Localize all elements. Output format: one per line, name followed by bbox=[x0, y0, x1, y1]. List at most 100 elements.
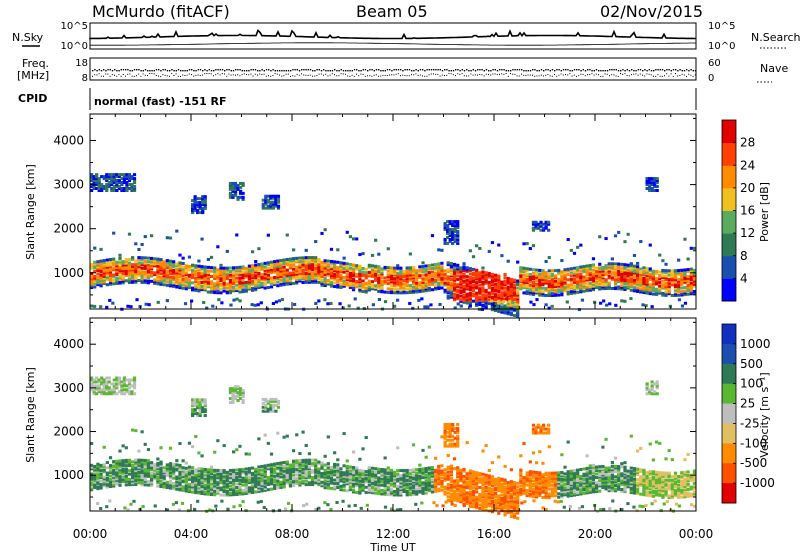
nave-dot bbox=[140, 76, 141, 77]
range-cell bbox=[257, 284, 260, 287]
range-cell bbox=[112, 273, 115, 276]
range-cell bbox=[459, 275, 462, 278]
nave-dot bbox=[662, 76, 663, 77]
range-cell bbox=[330, 476, 333, 479]
range-cell bbox=[235, 298, 238, 301]
nave-dot bbox=[323, 75, 324, 76]
range-cell bbox=[254, 260, 257, 263]
range-cell bbox=[289, 481, 292, 484]
range-cell bbox=[216, 439, 219, 442]
freq-dot bbox=[653, 70, 654, 71]
nave-dot bbox=[453, 74, 454, 75]
range-cell bbox=[352, 450, 355, 453]
freq-dot bbox=[400, 69, 401, 70]
range-cell bbox=[153, 257, 156, 260]
range-cell bbox=[122, 459, 125, 462]
freq-dot bbox=[297, 69, 298, 70]
range-cell bbox=[642, 266, 645, 269]
range-cell bbox=[365, 271, 368, 274]
range-cell bbox=[118, 266, 121, 269]
range-cell bbox=[137, 248, 140, 251]
freq-dot bbox=[116, 70, 117, 71]
range-cell bbox=[457, 302, 460, 305]
range-cell bbox=[614, 234, 617, 237]
freq-dot bbox=[596, 69, 597, 70]
range-cell bbox=[112, 232, 115, 235]
ytick-label: 2000 bbox=[53, 222, 84, 236]
range-cell bbox=[137, 261, 140, 264]
range-cell bbox=[617, 270, 620, 273]
range-cell bbox=[273, 463, 276, 466]
range-cell bbox=[147, 260, 150, 263]
range-cell bbox=[576, 291, 579, 294]
freq-dot bbox=[382, 70, 383, 71]
range-cell bbox=[166, 284, 169, 287]
range-cell bbox=[374, 265, 377, 268]
range-cell bbox=[188, 483, 191, 486]
range-cell bbox=[447, 261, 450, 264]
range-cell bbox=[289, 464, 292, 467]
beam-title: Beam 05 bbox=[356, 2, 428, 21]
range-cell bbox=[551, 305, 554, 308]
range-cell bbox=[399, 474, 402, 477]
range-cell bbox=[438, 303, 441, 306]
range-cell bbox=[185, 467, 188, 470]
range-cell bbox=[661, 292, 664, 295]
nave-dot bbox=[378, 76, 379, 77]
range-cell bbox=[576, 273, 579, 276]
range-cell bbox=[324, 455, 327, 458]
range-cell bbox=[166, 463, 169, 466]
range-cell bbox=[207, 291, 210, 294]
freq-dot bbox=[446, 69, 447, 70]
range-cell bbox=[137, 279, 140, 282]
range-cell bbox=[633, 275, 636, 278]
range-cell bbox=[103, 446, 106, 449]
range-cell bbox=[141, 243, 144, 246]
nave-dot bbox=[442, 75, 443, 76]
nave-dot bbox=[332, 73, 333, 74]
range-cell bbox=[242, 192, 245, 195]
freq-dot bbox=[312, 70, 313, 71]
range-cell bbox=[469, 249, 472, 252]
range-cell bbox=[194, 474, 197, 477]
range-cell bbox=[402, 279, 405, 282]
range-cell bbox=[197, 260, 200, 263]
range-cell bbox=[494, 293, 497, 296]
range-cell bbox=[330, 248, 333, 251]
range-cell bbox=[472, 255, 475, 258]
range-cell bbox=[380, 484, 383, 487]
nsky-line bbox=[90, 31, 696, 39]
range-cell bbox=[579, 266, 582, 269]
range-cell bbox=[466, 266, 469, 269]
range-cell bbox=[317, 461, 320, 464]
range-cell bbox=[674, 269, 677, 272]
freq-dot bbox=[585, 70, 586, 71]
range-cell bbox=[229, 289, 232, 292]
range-cell bbox=[428, 287, 431, 290]
nave-dot bbox=[565, 74, 566, 75]
range-cell bbox=[365, 436, 368, 439]
range-cell bbox=[248, 467, 251, 470]
range-cell bbox=[251, 287, 254, 290]
range-cell bbox=[96, 260, 99, 263]
range-cell bbox=[365, 268, 368, 271]
range-cell bbox=[399, 267, 402, 270]
nave-dot bbox=[567, 74, 568, 75]
range-cell bbox=[434, 263, 437, 266]
range-cell bbox=[462, 272, 465, 275]
nave-dot bbox=[583, 74, 584, 75]
range-cell bbox=[194, 435, 197, 438]
range-cell bbox=[462, 265, 465, 268]
freq-dot bbox=[246, 70, 247, 71]
nave-dot bbox=[312, 76, 313, 77]
range-cell bbox=[532, 281, 535, 284]
range-cell bbox=[137, 270, 140, 273]
range-cell bbox=[126, 305, 129, 308]
range-cell bbox=[412, 468, 415, 471]
range-cell bbox=[242, 271, 245, 274]
freq-dot bbox=[301, 69, 302, 70]
range-cell bbox=[264, 287, 267, 290]
nave-dot bbox=[411, 74, 412, 75]
freq-dot bbox=[195, 70, 196, 71]
